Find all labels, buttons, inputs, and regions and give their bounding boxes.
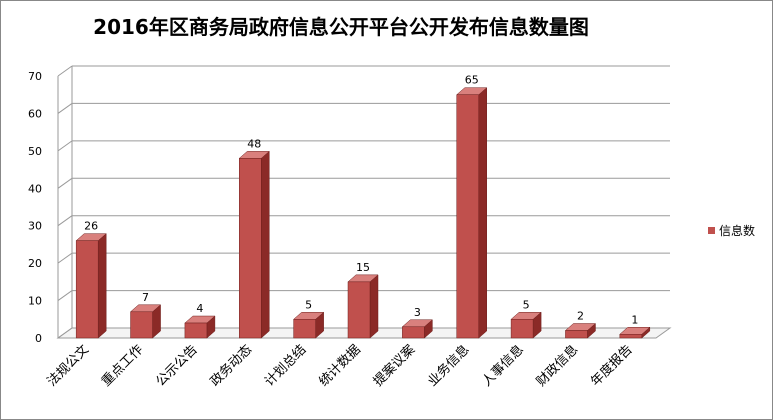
bar <box>239 158 262 339</box>
data-label: 26 <box>84 220 98 233</box>
x-tick-label: 计划总结 <box>262 342 309 389</box>
bar-side <box>261 150 270 339</box>
data-label: 1 <box>631 313 638 326</box>
data-label: 5 <box>523 298 530 311</box>
side-gridline <box>57 140 73 152</box>
bar <box>456 94 479 339</box>
bar <box>402 326 425 339</box>
x-tick-label: 法规公文 <box>45 342 92 389</box>
bar-side <box>369 274 379 339</box>
side-gridline <box>57 290 73 301</box>
side-gridline <box>57 252 73 264</box>
bar <box>293 319 316 339</box>
x-tick-label: 统计数据 <box>316 342 363 389</box>
x-tick-label: 提案议案 <box>370 342 418 390</box>
bar <box>510 319 534 339</box>
y-tick-label: 10 <box>28 295 42 308</box>
bar-side <box>478 87 487 339</box>
data-label: 4 <box>196 302 203 315</box>
y-tick-label: 50 <box>28 145 42 158</box>
x-tick-label: 重点工作 <box>98 342 146 390</box>
bar <box>619 334 643 339</box>
data-label: 5 <box>305 298 312 311</box>
side-gridline <box>57 103 73 114</box>
x-tick-label: 业务信息 <box>424 342 472 390</box>
legend: 信息数 <box>708 222 755 239</box>
x-tick-label: 财政信息 <box>533 342 581 390</box>
bar <box>130 311 153 339</box>
side-gridline <box>57 177 73 189</box>
x-tick-label: 公示公告 <box>153 342 200 389</box>
data-label: 15 <box>356 261 370 274</box>
y-tick-label: 0 <box>35 332 42 345</box>
data-label: 48 <box>247 137 261 150</box>
bar <box>184 322 208 339</box>
data-label: 7 <box>142 291 149 304</box>
side-gridline <box>57 215 73 227</box>
bar-side <box>97 233 107 339</box>
bar <box>75 240 99 339</box>
y-tick-label: 60 <box>28 107 42 120</box>
y-tick-label: 70 <box>28 70 42 83</box>
data-label: 65 <box>465 74 479 87</box>
y-tick-label: 30 <box>28 220 42 233</box>
x-tick-label: 人事信息 <box>479 342 527 390</box>
bar <box>347 281 371 339</box>
y-tick-label: 40 <box>28 182 42 195</box>
x-tick-label: 年度报告 <box>588 342 636 390</box>
data-label: 3 <box>414 306 421 319</box>
bar <box>565 330 588 339</box>
y-tick-label: 20 <box>28 257 42 270</box>
chart-title: 2016年区商务局政府信息公开平台公开发布信息数量图 <box>93 15 589 39</box>
side-gridline <box>57 65 73 77</box>
data-label: 2 <box>577 310 584 323</box>
x-tick-label: 政务动态 <box>207 342 255 390</box>
side-gridline <box>57 327 73 339</box>
legend-label: 信息数 <box>719 224 756 238</box>
legend-swatch <box>708 227 715 234</box>
